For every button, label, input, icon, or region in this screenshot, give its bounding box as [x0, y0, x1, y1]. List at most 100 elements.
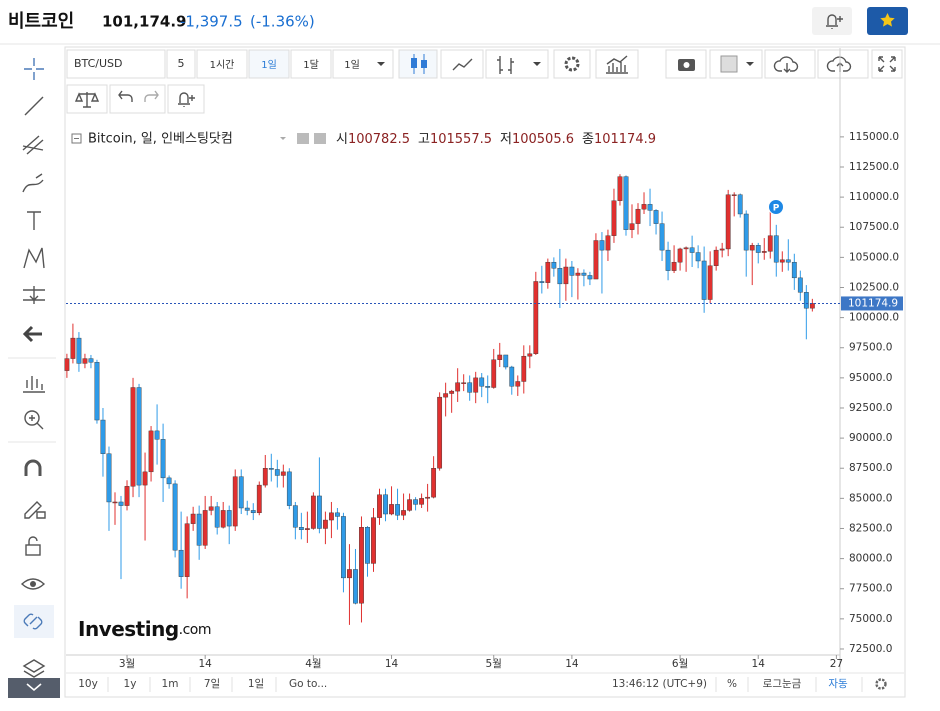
text-tool[interactable] [27, 211, 41, 230]
line-tool[interactable] [24, 96, 44, 116]
cloud-download-icon [773, 56, 799, 73]
indicator-button[interactable] [595, 49, 639, 79]
interval-button[interactable] [332, 49, 394, 79]
range-button[interactable]: 1y [124, 678, 137, 690]
candle-body [419, 498, 424, 505]
load-button[interactable] [764, 49, 816, 79]
interval-button-active[interactable] [248, 49, 290, 79]
candle-body [160, 439, 166, 479]
settings-toggle[interactable] [314, 133, 326, 144]
count-box[interactable] [166, 49, 196, 79]
alert-button[interactable] [812, 7, 852, 35]
percent-button[interactable]: % [727, 678, 737, 690]
visibility-tool[interactable] [20, 578, 46, 590]
log-button[interactable]: 로그눈금 [763, 678, 802, 690]
fullscreen-button[interactable] [871, 49, 903, 79]
crosshair-tool[interactable] [24, 58, 44, 80]
goto-button[interactable]: Go to... [289, 678, 327, 690]
candle-body [172, 483, 178, 551]
undo-icon [118, 90, 133, 102]
x-tick-label: 4월 [305, 658, 321, 670]
candle-body [791, 261, 797, 279]
color-swatch [720, 55, 738, 73]
range-button[interactable]: 7일 [204, 677, 220, 690]
range-button[interactable]: 1일 [248, 677, 264, 690]
candle-body [521, 355, 527, 382]
candle-body [377, 494, 382, 518]
candle-body [196, 513, 202, 546]
candle-body [389, 504, 394, 515]
candle-body [323, 519, 328, 529]
collapse-box[interactable] [71, 133, 82, 144]
candle-body [274, 469, 280, 476]
line-type-button[interactable] [440, 49, 484, 79]
candle-body [431, 468, 437, 498]
candle-type-button[interactable] [398, 49, 438, 79]
fib-tool[interactable] [22, 135, 44, 155]
candle-body [148, 430, 154, 473]
line-icon [452, 58, 473, 71]
range-button[interactable]: 1m [162, 678, 179, 690]
watermark: Investing.com [78, 617, 211, 641]
camera-lens [683, 62, 690, 68]
y-tick-label: 92500.0 [849, 402, 892, 414]
candle-body [76, 337, 82, 364]
interval-button[interactable] [290, 49, 332, 79]
event-marker[interactable] [768, 199, 784, 215]
indicator-tool[interactable] [23, 376, 45, 393]
candle-icon-body [421, 60, 427, 68]
alert-tool[interactable] [167, 84, 205, 114]
pattern-tool[interactable] [23, 247, 45, 269]
magnet-tool[interactable] [24, 459, 42, 476]
candle-body [280, 471, 286, 476]
collapse-button[interactable] [8, 678, 60, 698]
candle-body [779, 259, 785, 263]
candle-body [749, 245, 755, 251]
lock-shackle [28, 536, 38, 545]
remove-tool[interactable] [22, 325, 42, 343]
candle-body [425, 496, 431, 499]
bottom-settings[interactable] [875, 678, 887, 690]
layers-tool[interactable] [22, 659, 46, 678]
candle-body [719, 248, 725, 251]
candle-body [413, 499, 418, 505]
candle-body [250, 510, 256, 514]
candle-body [569, 266, 575, 276]
symbol-box[interactable] [66, 49, 166, 79]
save-button[interactable] [817, 49, 869, 79]
candle-body [190, 513, 196, 524]
candle-body [485, 386, 491, 388]
settings-button[interactable] [553, 49, 591, 79]
measure-tool[interactable] [23, 286, 45, 304]
candle-body [677, 248, 683, 263]
candle-body [593, 240, 599, 280]
expand-icon [878, 56, 896, 72]
change-pct: (-1.36%) [250, 13, 315, 31]
candle-body [713, 249, 719, 266]
scale-icon [74, 92, 100, 108]
x-tick-label: 6월 [672, 658, 688, 670]
interval-button[interactable] [196, 49, 248, 79]
dropdown-arrow [533, 62, 541, 66]
eye-toggle[interactable] [297, 133, 309, 144]
watermark-domain: .com [179, 622, 211, 638]
undo-redo[interactable] [109, 84, 166, 114]
y-tick-label: 87500.0 [849, 462, 892, 474]
interval: 1일 [344, 59, 360, 71]
star-icon [880, 13, 895, 27]
link-active[interactable] [14, 605, 54, 638]
range-button[interactable]: 10y [78, 678, 98, 690]
lock-draw-tool[interactable] [24, 501, 46, 519]
y-tick-label: 72500.0 [849, 643, 892, 655]
candle-body [256, 484, 262, 514]
lock-tool[interactable] [25, 544, 41, 556]
candle-body [100, 419, 106, 454]
candle-body [142, 471, 148, 486]
auto-button[interactable]: 자동 [828, 678, 848, 690]
zoom-tool[interactable] [24, 410, 40, 426]
candle-body [695, 252, 701, 262]
y-tick-label: 110000.0 [849, 191, 899, 203]
brush-tool[interactable] [22, 173, 44, 193]
candle-body [316, 495, 322, 529]
